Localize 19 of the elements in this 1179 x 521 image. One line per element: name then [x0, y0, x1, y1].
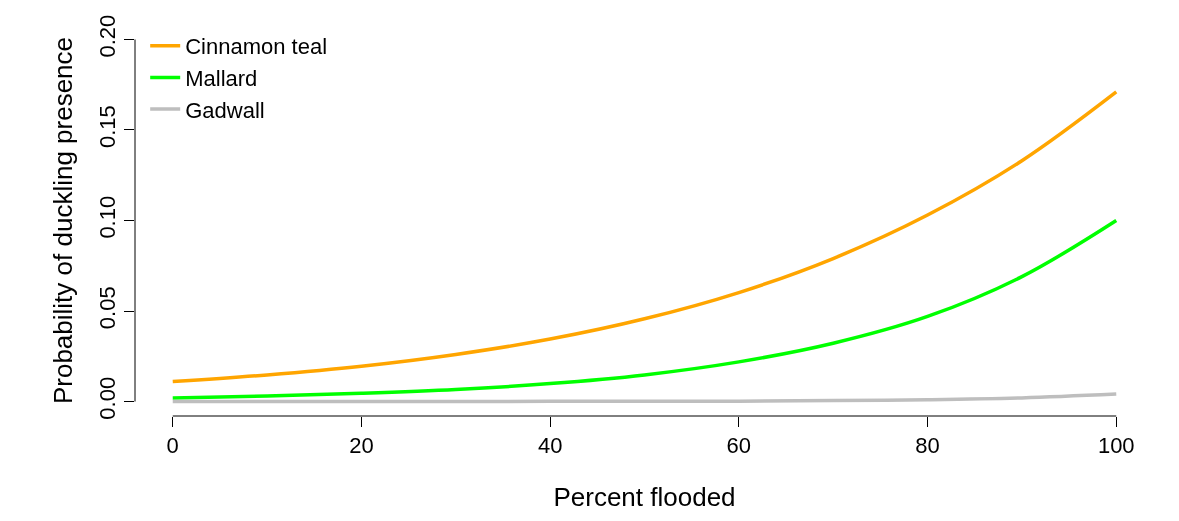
legend-label: Mallard	[185, 65, 258, 91]
line-series	[170, 90, 1119, 384]
x-axis-title: Percent flooded	[553, 482, 736, 513]
y-axis-title: Probability of duckling presence	[47, 36, 78, 405]
x-tick-label: 100	[1097, 433, 1135, 459]
x-tick-label: 40	[537, 433, 563, 459]
y-tick-label: 0.15	[95, 105, 121, 149]
x-tick-label: 0	[166, 433, 179, 459]
y-tick-label: 0.05	[95, 286, 121, 330]
x-tick-label: 80	[915, 433, 940, 459]
y-tick-label: 0.20	[95, 14, 121, 58]
line-series	[170, 392, 1119, 404]
x-tick-label: 60	[726, 433, 752, 459]
line-series	[170, 218, 1119, 400]
legend-label: Cinnamon teal	[185, 34, 328, 60]
x-tick-label: 20	[349, 433, 374, 459]
y-tick-label: 0.00	[95, 376, 121, 420]
legend-label: Gadwall	[185, 97, 265, 123]
y-tick-label: 0.10	[95, 195, 121, 239]
